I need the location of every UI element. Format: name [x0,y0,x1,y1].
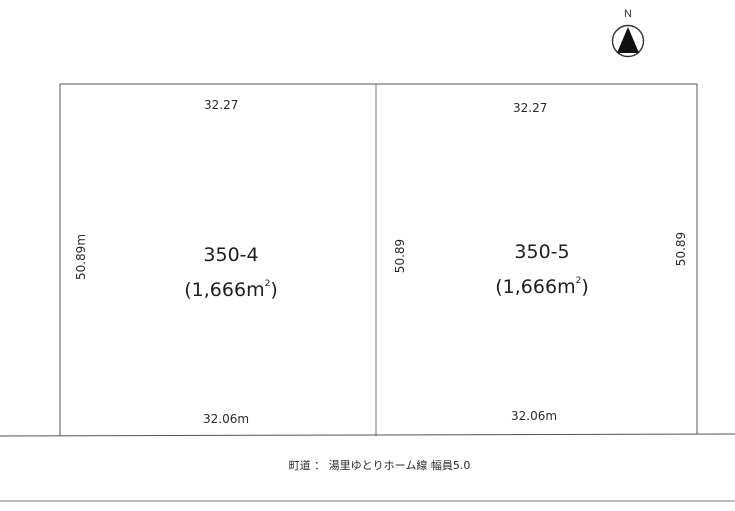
lot-area-value: (1,666 [184,279,247,301]
lot-number: 350-4 [203,244,259,266]
lot-area: (1,666m2) [442,268,642,300]
lot-area-close: ) [581,276,589,298]
lot-350-4-left-dimension: 50.89m [74,233,88,281]
lot-area-unit: m [557,276,576,298]
north-indicator: N [604,8,652,60]
lot-number: 350-5 [514,241,570,263]
lot-350-5-top-dimension: 32.27 [513,101,548,115]
lot-350-4-bottom-dimension: 32.06m [203,412,250,426]
lot-area-unit-sup: 2 [575,276,582,286]
road-label: 町道 ： 湯里ゆとりホーム線 幅員5.0 [288,459,471,472]
lot-350-5-bottom-dimension: 32.06m [511,409,558,423]
lot-350-5-left-dimension: 50.89 [393,238,407,274]
lot-350-5-label: 350-5 (1,666m2) [442,240,642,300]
lot-area-unit-sup: 2 [264,279,271,289]
lot-area-unit: m [246,279,265,301]
lot-350-4-top-dimension: 32.27 [204,98,239,112]
lot-350-4-label: 350-4 (1,666m2) [131,243,331,303]
lot-area-close: ) [270,279,278,301]
north-label: N [624,8,632,20]
road-edge-top [0,433,735,437]
lot-area: (1,666m2) [131,271,331,303]
lot-area-value: (1,666 [495,276,558,298]
north-arrow-icon [611,24,645,58]
lot-350-5-right-dimension: 50.89 [674,231,688,267]
